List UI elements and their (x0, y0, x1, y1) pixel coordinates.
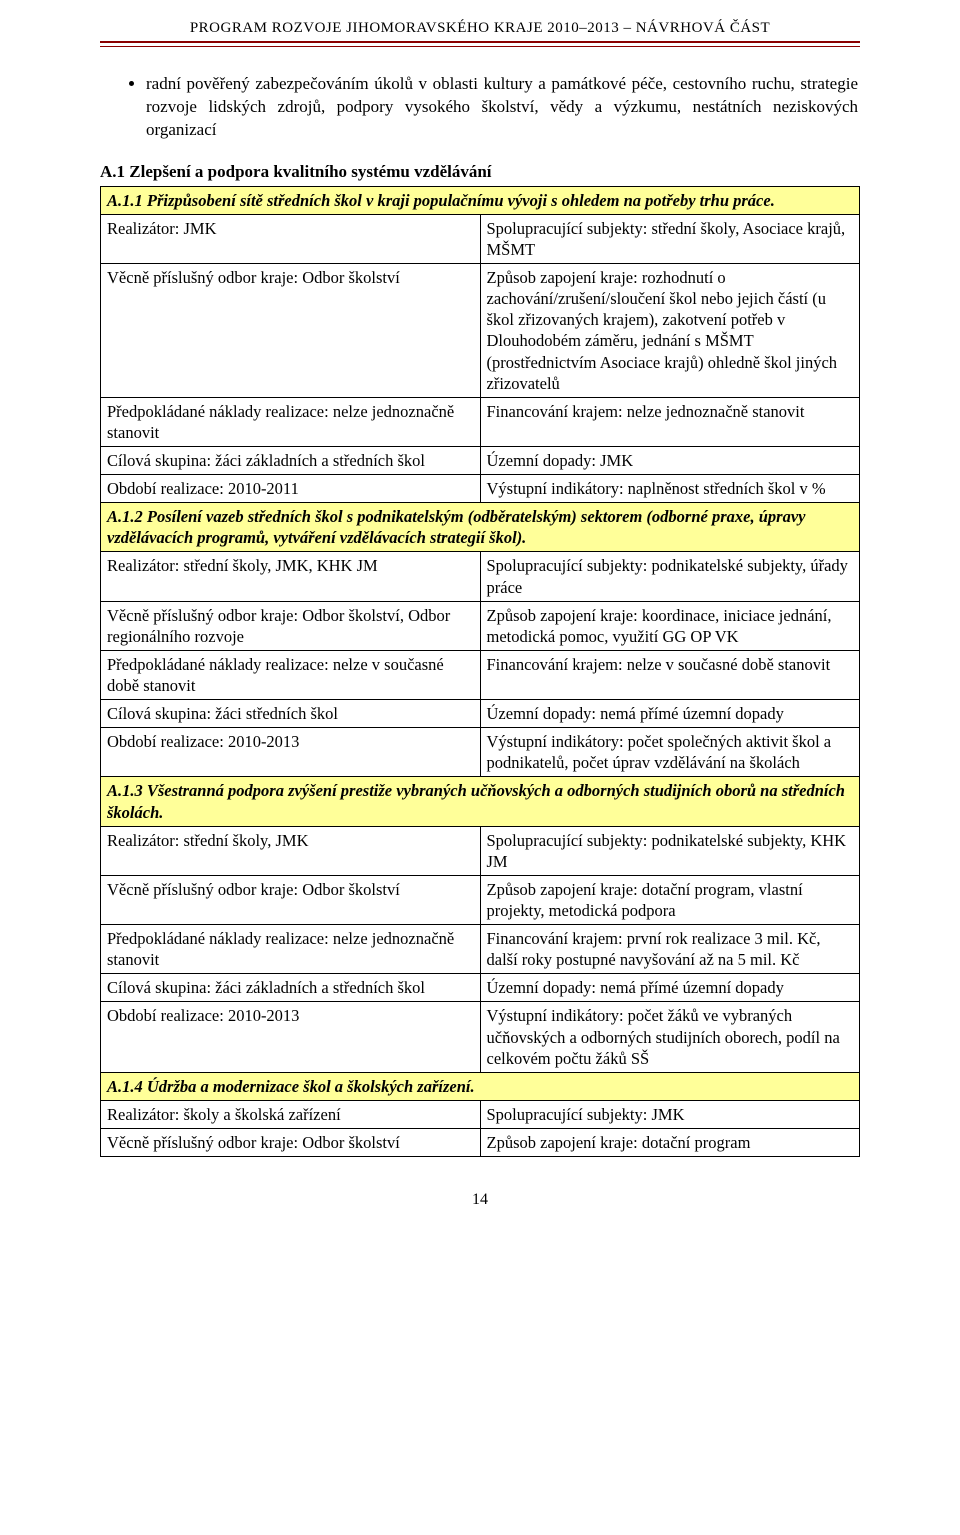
table-row: Věcně příslušný odbor kraje: Odbor škols… (101, 1128, 860, 1156)
table-title: A.1.2 Posílení vazeb středních škol s po… (101, 503, 860, 552)
cell-left: Realizátor: JMK (101, 214, 481, 263)
table-row: Cílová skupina: žáci základních a středn… (101, 974, 860, 1002)
cell-left: Věcně příslušný odbor kraje: Odbor škols… (101, 601, 481, 650)
cell-left: Věcně příslušný odbor kraje: Odbor škols… (101, 264, 481, 398)
cell-right: Způsob zapojení kraje: dotační program, … (480, 875, 860, 924)
bullet-item: radní pověřený zabezpečováním úkolů v ob… (146, 73, 860, 142)
table-row: Věcně příslušný odbor kraje: Odbor škols… (101, 264, 860, 398)
table-row: Období realizace: 2010-2013 Výstupní ind… (101, 728, 860, 777)
cell-left: Období realizace: 2010-2011 (101, 475, 481, 503)
cell-left: Předpokládané náklady realizace: nelze j… (101, 925, 481, 974)
table-title-row: A.1.2 Posílení vazeb středních škol s po… (101, 503, 860, 552)
table-row: Věcně příslušný odbor kraje: Odbor škols… (101, 875, 860, 924)
page-number: 14 (100, 1191, 860, 1209)
cell-left: Předpokládané náklady realizace: nelze v… (101, 650, 481, 699)
table-row: Cílová skupina: žáci základních a středn… (101, 447, 860, 475)
cell-left: Cílová skupina: žáci základních a středn… (101, 974, 481, 1002)
table-row: Předpokládané náklady realizace: nelze j… (101, 925, 860, 974)
table-title-row: A.1.1 Přizpůsobení sítě středních škol v… (101, 186, 860, 214)
cell-left: Realizátor: střední školy, JMK (101, 826, 481, 875)
table-title: A.1.1 Přizpůsobení sítě středních škol v… (101, 186, 860, 214)
cell-left: Realizátor: střední školy, JMK, KHK JM (101, 552, 481, 601)
cell-right: Územní dopady: JMK (480, 447, 860, 475)
table-row: Realizátor: střední školy, JMK Spoluprac… (101, 826, 860, 875)
table-row: Věcně příslušný odbor kraje: Odbor škols… (101, 601, 860, 650)
cell-right: Výstupní indikátory: naplněnost středníc… (480, 475, 860, 503)
cell-left: Realizátor: školy a školská zařízení (101, 1100, 481, 1128)
cell-right: Způsob zapojení kraje: dotační program (480, 1128, 860, 1156)
cell-right: Výstupní indikátory: počet společných ak… (480, 728, 860, 777)
cell-right: Územní dopady: nemá přímé územní dopady (480, 700, 860, 728)
table-row: Předpokládané náklady realizace: nelze j… (101, 397, 860, 446)
cell-left: Věcně příslušný odbor kraje: Odbor škols… (101, 875, 481, 924)
cell-left: Cílová skupina: žáci základních a středn… (101, 447, 481, 475)
table-title: A.1.3 Všestranná podpora zvýšení prestiž… (101, 777, 860, 826)
page-header: PROGRAM ROZVOJE JIHOMORAVSKÉHO KRAJE 201… (100, 20, 860, 41)
cell-right: Způsob zapojení kraje: rozhodnutí o zach… (480, 264, 860, 398)
cell-left: Období realizace: 2010-2013 (101, 1002, 481, 1072)
table-row: Cílová skupina: žáci středních škol Územ… (101, 700, 860, 728)
table-row: Období realizace: 2010-2011 Výstupní ind… (101, 475, 860, 503)
cell-right: Financování krajem: první rok realizace … (480, 925, 860, 974)
table-row: Realizátor: střední školy, JMK, KHK JM S… (101, 552, 860, 601)
cell-right: Financování krajem: nelze jednoznačně st… (480, 397, 860, 446)
page-container: PROGRAM ROZVOJE JIHOMORAVSKÉHO KRAJE 201… (0, 0, 960, 1249)
cell-right: Způsob zapojení kraje: koordinace, inici… (480, 601, 860, 650)
cell-right: Spolupracující subjekty: střední školy, … (480, 214, 860, 263)
cell-left: Cílová skupina: žáci středních škol (101, 700, 481, 728)
table-title: A.1.4 Údržba a modernizace škol a školsk… (101, 1072, 860, 1100)
table-row: Realizátor: školy a školská zařízení Spo… (101, 1100, 860, 1128)
table-a11: A.1.1 Přizpůsobení sítě středních škol v… (100, 186, 860, 1157)
cell-left: Předpokládané náklady realizace: nelze j… (101, 397, 481, 446)
header-rule (100, 41, 860, 47)
cell-right: Výstupní indikátory: počet žáků ve vybra… (480, 1002, 860, 1072)
cell-right: Spolupracující subjekty: podnikatelské s… (480, 552, 860, 601)
bullet-list: radní pověřený zabezpečováním úkolů v ob… (100, 73, 860, 142)
table-row: Předpokládané náklady realizace: nelze v… (101, 650, 860, 699)
cell-right: Financování krajem: nelze v současné dob… (480, 650, 860, 699)
table-title-row: A.1.3 Všestranná podpora zvýšení prestiž… (101, 777, 860, 826)
section-heading: A.1 Zlepšení a podpora kvalitního systém… (100, 162, 860, 182)
cell-right: Spolupracující subjekty: podnikatelské s… (480, 826, 860, 875)
table-row: Období realizace: 2010-2013 Výstupní ind… (101, 1002, 860, 1072)
cell-right: Územní dopady: nemá přímé územní dopady (480, 974, 860, 1002)
table-title-row: A.1.4 Údržba a modernizace škol a školsk… (101, 1072, 860, 1100)
cell-left: Věcně příslušný odbor kraje: Odbor škols… (101, 1128, 481, 1156)
cell-left: Období realizace: 2010-2013 (101, 728, 481, 777)
table-row: Realizátor: JMK Spolupracující subjekty:… (101, 214, 860, 263)
cell-right: Spolupracující subjekty: JMK (480, 1100, 860, 1128)
